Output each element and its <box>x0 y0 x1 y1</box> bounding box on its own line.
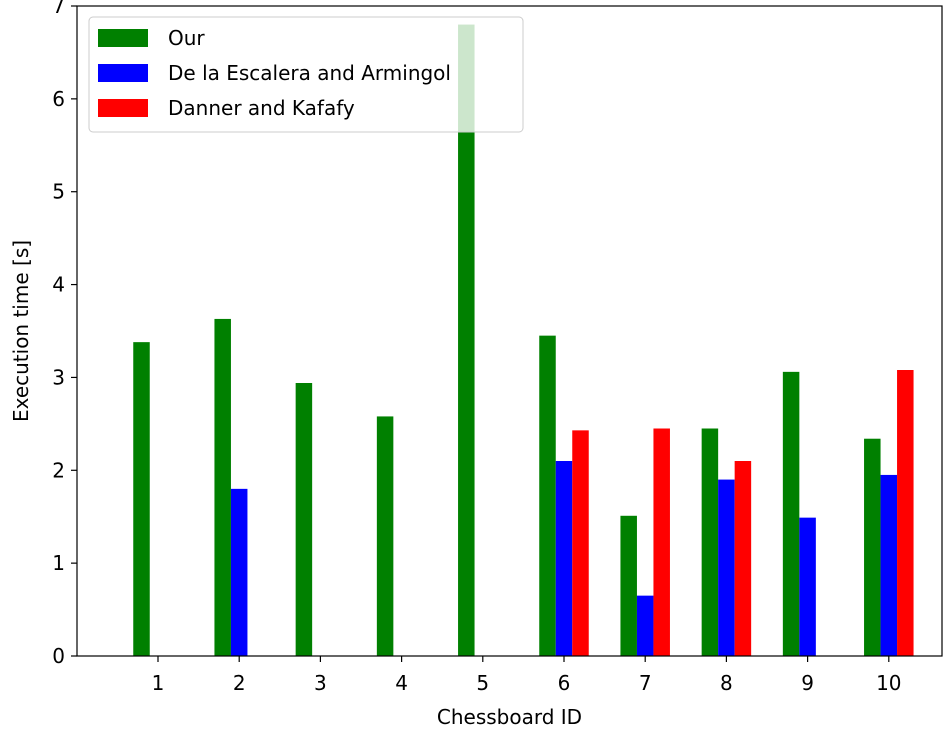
bar-1-8 <box>701 428 719 656</box>
bar-2-6 <box>555 461 573 656</box>
legend-swatch <box>98 64 148 82</box>
bar-1-4 <box>376 416 394 656</box>
x-tick-label: 2 <box>233 671 246 695</box>
y-tick-label: 3 <box>52 365 65 389</box>
x-tick-label: 3 <box>314 671 327 695</box>
bar-1-3 <box>295 383 313 656</box>
bar-3-8 <box>734 461 752 656</box>
bar-2-8 <box>718 479 735 656</box>
legend-label: Danner and Kafafy <box>168 96 355 120</box>
bar-1-9 <box>782 371 800 656</box>
x-tick-label: 6 <box>558 671 571 695</box>
bar-1-5 <box>458 24 475 657</box>
bar-2-10 <box>880 474 898 656</box>
bar-2-7 <box>636 595 654 656</box>
x-tick-label: 4 <box>395 671 408 695</box>
legend: Our De la Escalera and Armingol Danner and… <box>88 16 524 133</box>
bar-3-7 <box>653 428 670 656</box>
bar-3-6 <box>572 430 589 656</box>
x-tick-label: 7 <box>639 671 652 695</box>
x-tick-label: 9 <box>801 671 814 695</box>
y-tick-label: 2 <box>52 458 65 482</box>
y-tick-label: 7 <box>52 0 65 18</box>
y-tick-label: 6 <box>52 87 65 111</box>
y-tick-label: 4 <box>52 273 65 297</box>
x-tick-label: 1 <box>152 671 165 695</box>
legend-swatch <box>98 29 148 47</box>
bar-1-6 <box>539 335 556 656</box>
y-tick-label: 0 <box>52 644 65 668</box>
bar-1-7 <box>620 515 637 656</box>
bar-2-9 <box>799 517 816 656</box>
x-axis-label: Chessboard ID <box>437 705 582 729</box>
legend-label: De la Escalera and Armingol <box>168 61 451 85</box>
ticks-layer: 1 2 3 4 5 6 7 8 9 10 0 1 2 3 4 5 6 7 <box>52 0 901 695</box>
bar-1-1 <box>133 342 150 656</box>
bar-2-2 <box>230 488 248 656</box>
bars-layer <box>133 24 914 657</box>
x-tick-label: 5 <box>476 671 489 695</box>
bar-1-10 <box>864 438 881 656</box>
axes-layer <box>76 5 943 657</box>
plot-frame <box>76 5 943 657</box>
x-tick-label: 8 <box>720 671 733 695</box>
bar-1-2 <box>214 318 231 656</box>
y-axis-label: Execution time [s] <box>9 240 33 422</box>
legend-box <box>88 16 524 133</box>
legend-swatch <box>98 99 148 117</box>
y-tick-label: 5 <box>52 180 65 204</box>
x-tick-label: 10 <box>876 671 901 695</box>
y-tick-label: 1 <box>52 551 65 575</box>
legend-label: Our <box>168 26 205 50</box>
bar-3-10 <box>897 370 914 656</box>
